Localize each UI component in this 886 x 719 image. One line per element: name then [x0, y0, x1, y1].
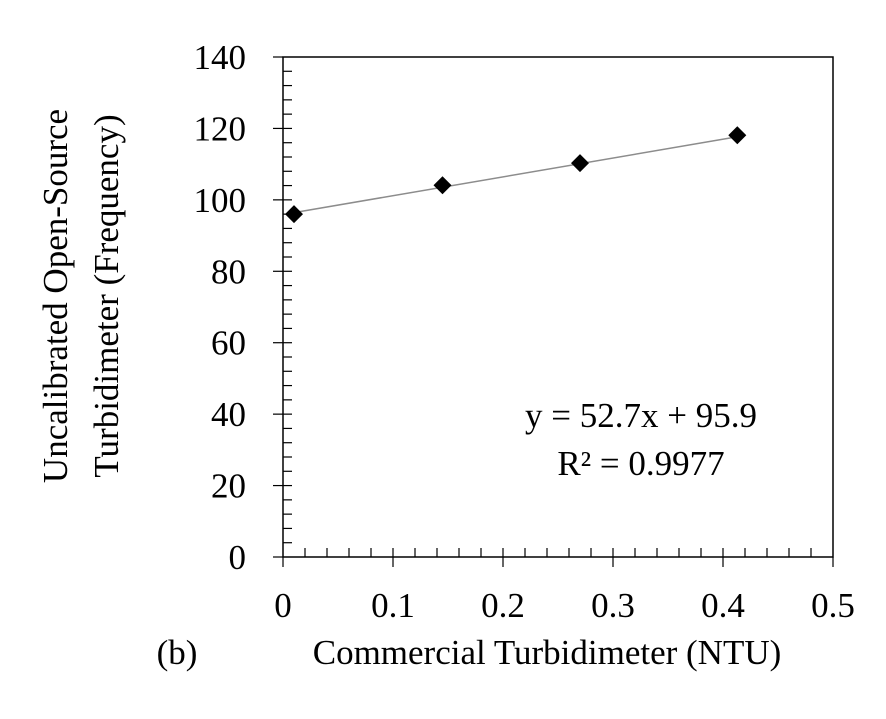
y-tick-label: 60 [211, 324, 246, 363]
plot-area-frame [282, 56, 834, 558]
data-point-marker [728, 126, 747, 145]
y-axis-title: Uncalibrated Open-Source Turbidimeter (F… [36, 109, 126, 483]
y-tick-label: 0 [229, 538, 247, 577]
panel-label: (b) [157, 633, 198, 672]
trendline [293, 136, 738, 214]
x-tick-label: 0.2 [481, 586, 525, 625]
y-tick-label: 20 [211, 467, 246, 506]
x-tick-label: 0.1 [371, 586, 415, 625]
data-point-marker [433, 176, 452, 195]
data-point-marker [571, 154, 589, 173]
data-markers [285, 126, 747, 224]
minor-ticks [283, 70, 812, 557]
y-axis-title-line-1: Uncalibrated Open-Source [36, 109, 75, 483]
x-axis-title: Commercial Turbidimeter (NTU) [313, 633, 782, 672]
y-tick-label: 80 [211, 252, 246, 291]
y-axis-title-line-2: Turbidimeter (Frequency) [87, 114, 126, 477]
trendline-equation: y = 52.7x + 95.9 [525, 396, 757, 435]
y-tick-label: 120 [194, 109, 247, 148]
x-tick-label: 0.4 [701, 586, 745, 625]
r-squared-label: R² = 0.9977 [557, 444, 724, 483]
data-point-marker [285, 205, 303, 224]
y-tick-label: 40 [211, 395, 246, 434]
tick-labels: 0 0.1 0.2 0.3 0.4 0.5 0 20 40 60 80 100 120 140 [194, 38, 855, 625]
y-tick-label: 140 [194, 38, 247, 77]
x-tick-label: 0.3 [591, 586, 635, 625]
x-tick-label: 0.5 [811, 586, 855, 625]
x-tick-label: 0 [274, 586, 292, 625]
major-ticks [273, 56, 834, 567]
y-tick-label: 100 [194, 181, 247, 220]
